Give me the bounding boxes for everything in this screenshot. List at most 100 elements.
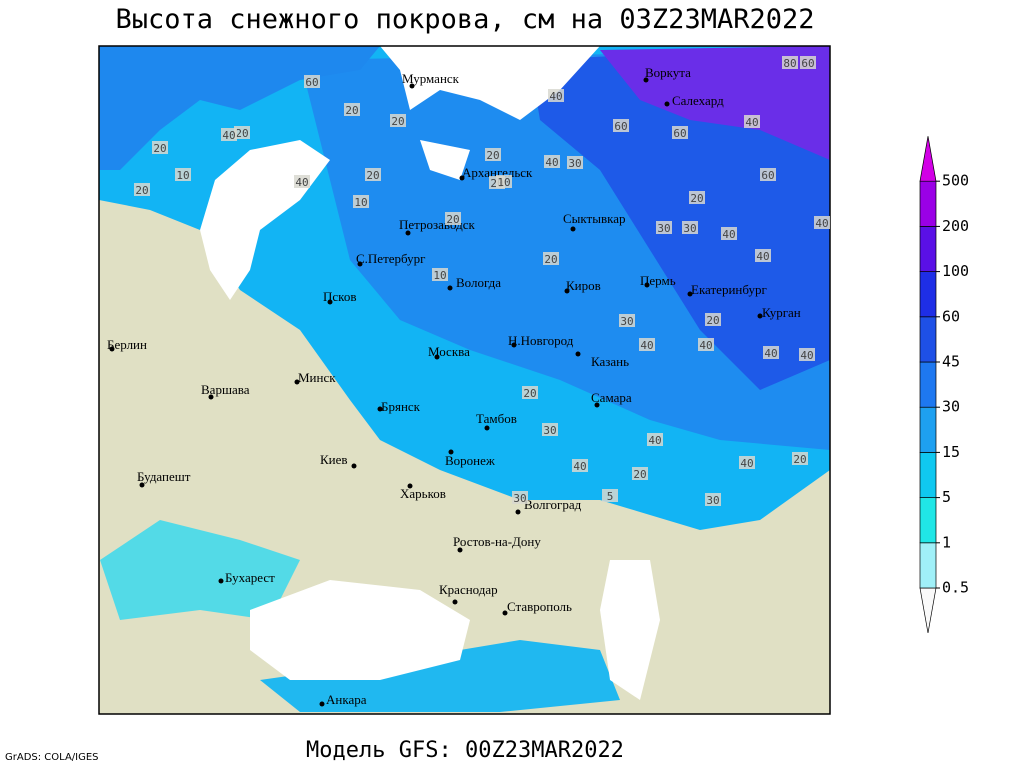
city-dot <box>351 463 357 469</box>
contour-label: 20 <box>235 127 248 140</box>
city-label: Краснодар <box>439 582 498 597</box>
city-label: Варшава <box>201 382 250 397</box>
contour-label: 60 <box>305 76 318 89</box>
contour-label-box <box>799 348 815 361</box>
colorbar-tick-label: 1 <box>942 533 951 551</box>
contour-label: 40 <box>756 250 769 263</box>
contour-label-box <box>672 126 688 139</box>
contour-label: 40 <box>640 339 653 352</box>
contour-label-box <box>705 313 721 326</box>
contour-label: 60 <box>801 57 814 70</box>
contour-label-box <box>353 195 369 208</box>
contour-label: 20 <box>690 192 703 205</box>
contour-label-box <box>782 56 798 69</box>
title: Высота снежного покрова, см на 03Z23MAR2… <box>116 4 815 35</box>
contour-label: 40 <box>740 457 753 470</box>
contour-label: 5 <box>607 490 614 503</box>
city-dot <box>448 449 454 455</box>
contour-label: 40 <box>545 156 558 169</box>
contour-label-box <box>572 459 588 472</box>
colorbar-band <box>919 271 937 318</box>
city-label: Казань <box>591 354 629 369</box>
snow-patch <box>260 640 620 712</box>
city-dot <box>594 402 600 408</box>
contour-label: 60 <box>673 127 686 140</box>
contour-label-box <box>632 467 648 480</box>
city-dot <box>208 394 214 400</box>
contour-label: 20 <box>366 169 379 182</box>
credit: GrADS: COLA/IGES <box>5 752 99 763</box>
contour-label: 40 <box>699 339 712 352</box>
map-frame <box>98 45 831 715</box>
city-dot <box>434 354 440 360</box>
colorbar-band <box>919 452 937 498</box>
contour-label-box <box>619 314 635 327</box>
city-label: Москва <box>428 344 470 359</box>
colorbar-low-end <box>919 587 937 634</box>
city-label: Мурманск <box>402 71 460 86</box>
contour-label-box <box>705 493 721 506</box>
city-label: Воронеж <box>445 453 496 468</box>
colorbar-tick-label: 0.5 <box>942 579 969 597</box>
colorbar-band <box>919 406 937 453</box>
contour-label-box <box>763 346 779 359</box>
colorbar-tick-label: 500 <box>942 172 969 190</box>
colorbar-tick-label: 100 <box>942 262 969 280</box>
colorbar-band <box>919 542 937 589</box>
contour-label-box <box>567 156 583 169</box>
contour-label: 40 <box>800 349 813 362</box>
contour-label: 60 <box>761 169 774 182</box>
contour-label-box <box>445 212 461 225</box>
contour-label: 60 <box>614 120 627 133</box>
city-label: Киев <box>320 452 348 467</box>
city-label: Петрозаводск <box>399 217 475 232</box>
city-label: Екатеринбург <box>691 282 767 297</box>
city-label: Харьков <box>400 486 446 501</box>
colorbar-band <box>919 316 937 363</box>
contour-label-box <box>134 183 150 196</box>
contour-label: 40 <box>764 347 777 360</box>
city-label: Тамбов <box>476 411 517 426</box>
cities: Мурманск Воркута Салехард Архангельск Петроз… <box>107 65 801 707</box>
contour-label: 30 <box>683 222 696 235</box>
contour-label: 40 <box>573 460 586 473</box>
city-label: Самара <box>591 390 632 405</box>
colorbar-tick-label: 45 <box>942 353 960 371</box>
snow-cover-deepest <box>600 46 830 160</box>
city-dot <box>644 282 650 288</box>
colorbar-band <box>919 361 937 408</box>
contour-label-box <box>485 148 501 161</box>
snow-patch <box>100 520 300 620</box>
contour-label-box <box>234 126 250 139</box>
contour-label-box <box>365 168 381 181</box>
city-dot <box>575 351 581 357</box>
city-label: Ставрополь <box>507 599 572 614</box>
contour-label-box <box>304 75 320 88</box>
contour-label: 20 <box>135 184 148 197</box>
city-dot <box>327 299 333 305</box>
city-label: Брянск <box>381 399 421 414</box>
city-label: Пермь <box>640 273 676 288</box>
contour-label-box <box>760 168 776 181</box>
contour-label: 40 <box>549 90 562 103</box>
contour-label: 40 <box>222 129 235 142</box>
contour-label: 80 <box>783 57 796 70</box>
contour-label: 20 <box>153 142 166 155</box>
city-dot <box>459 175 465 181</box>
city-dot <box>757 313 763 319</box>
contour-label: 10 <box>354 196 367 209</box>
city-label: Будапешт <box>137 469 191 484</box>
contour-labels: 6080602040202020204020606040402010402010… <box>134 56 830 507</box>
city-dot <box>643 77 649 83</box>
contour-label-box <box>613 119 629 132</box>
city-dot <box>570 226 576 232</box>
city-dot <box>405 230 411 236</box>
contour-label-box <box>390 114 406 127</box>
contour-label-box <box>221 128 237 141</box>
contour-label-box <box>721 227 737 240</box>
city-label: С.Петербург <box>356 251 425 266</box>
contour-label: 40 <box>295 176 308 189</box>
contour-label-box <box>152 141 168 154</box>
contour-label: 30 <box>706 494 719 507</box>
